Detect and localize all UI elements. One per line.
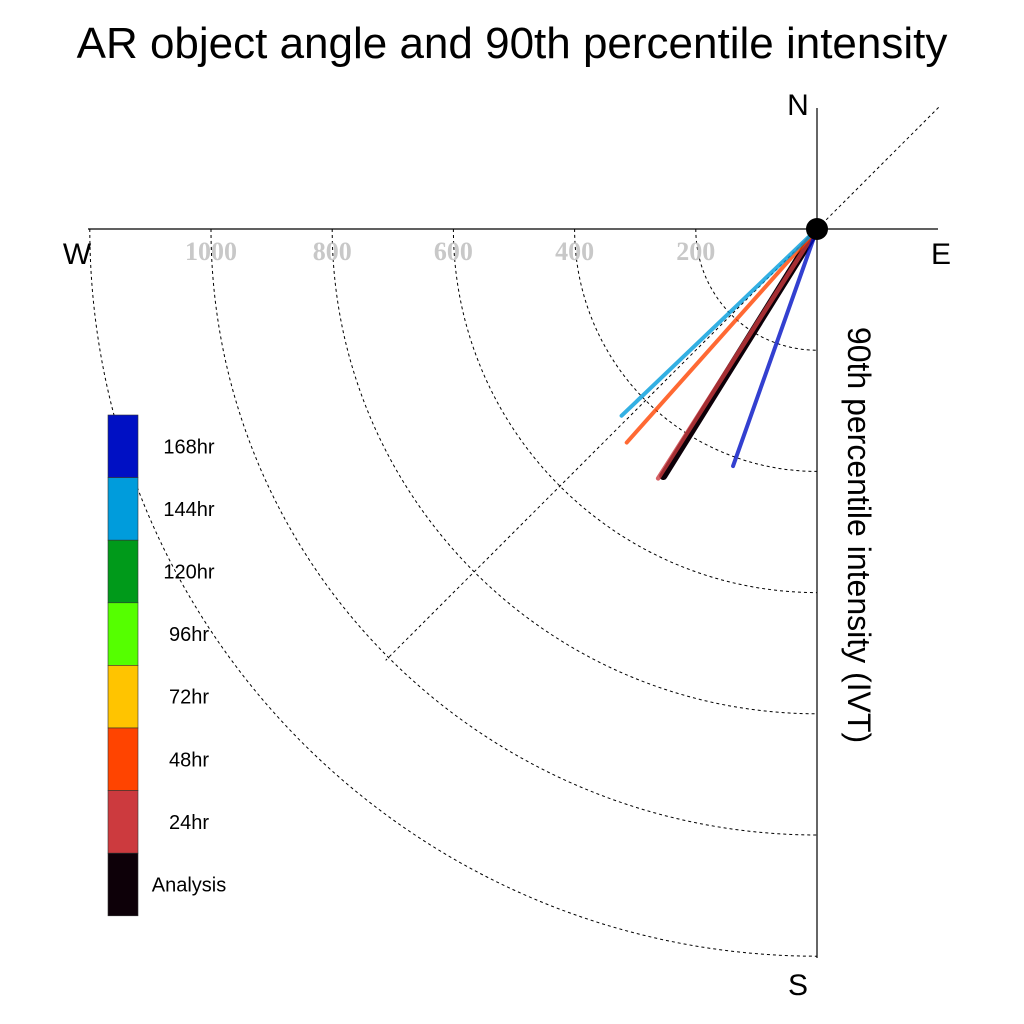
origin-marker — [806, 218, 828, 240]
legend-swatch-96hr — [107, 602, 139, 666]
grid-layer — [89, 107, 939, 957]
vector-24hr — [655, 226, 820, 481]
grid-ring-200 — [695, 228, 818, 351]
radial-tick-labels: 200 400 600 800 1000 — [185, 237, 715, 266]
vector-48hr — [624, 227, 819, 445]
legend-swatch-72hr — [107, 665, 139, 729]
legend-label-96hr: 96hr — [169, 624, 209, 646]
vector-168hr — [731, 227, 819, 469]
compass-south-label: S — [788, 969, 808, 1002]
tick-label-400: 400 — [555, 237, 594, 266]
legend-label-120hr: 120hr — [163, 562, 214, 584]
grid-ring-1000 — [210, 228, 818, 836]
intensity-axis-title: 90th percentile intensity (IVT) — [841, 327, 877, 743]
legend-swatch-120hr — [107, 539, 139, 604]
compass-west-label: W — [63, 238, 92, 271]
legend-label-analysis: Analysis — [152, 875, 226, 897]
legend-swatch-24hr — [107, 790, 139, 854]
legend-label-24hr: 24hr — [169, 812, 209, 834]
tick-label-1000: 1000 — [185, 237, 237, 266]
legend-swatch-168hr — [107, 414, 139, 478]
tick-label-800: 800 — [313, 237, 352, 266]
grid-ring-outer — [89, 228, 818, 957]
axes — [88, 108, 938, 958]
compass-east-label: E — [931, 238, 951, 271]
grid-ring-400 — [574, 228, 818, 472]
legend-label-48hr: 48hr — [169, 749, 209, 771]
legend-label-72hr: 72hr — [169, 687, 209, 709]
legend-label-144hr: 144hr — [163, 499, 214, 521]
series-layer — [619, 225, 821, 481]
tick-label-600: 600 — [434, 237, 473, 266]
legend: 168hr 144hr 120hr 96hr 72hr 48hr 24hr Analysis — [107, 414, 226, 917]
reference-diagonal — [385, 107, 939, 661]
tick-label-200: 200 — [676, 237, 715, 266]
chart-title: AR object angle and 90th percentile inte… — [77, 19, 948, 68]
legend-swatch-analysis — [107, 852, 139, 917]
grid-ring-600 — [452, 228, 818, 594]
legend-swatch-48hr — [107, 727, 139, 791]
legend-label-168hr: 168hr — [163, 436, 214, 458]
legend-swatch-144hr — [107, 477, 139, 541]
compass-north-label: N — [787, 89, 809, 122]
vector-144hr — [619, 227, 819, 418]
